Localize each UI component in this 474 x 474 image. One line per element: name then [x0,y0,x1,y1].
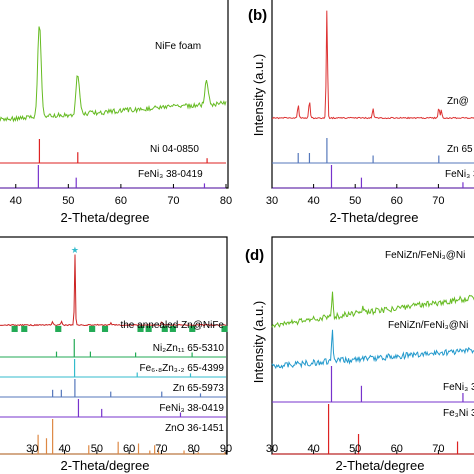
square-marker-9: ■ [169,324,177,333]
panel-c-sample-label: the annealed Zn@NiFe [120,320,224,331]
panel-c-x-ticks: 30 40 50 60 70 80 90 [26,443,232,455]
x-tick-label-40: 40 [58,443,70,455]
panel-c-ref2-label: Fe₆.₈Zn₃.₂ 65-4399 [139,363,224,374]
x-tick-label-80: 80 [220,195,232,207]
panel-a-plot-area [0,26,227,189]
square-marker-5: ■ [101,324,109,333]
x-tick-label-50: 50 [349,443,361,455]
panel-d-sample2-label: FeNiZn/FeNi₃@Ni [388,320,468,331]
panel-b-sample-label: Zn@ [447,96,469,107]
panel-c-ref1-label: Ni₂Zn₁₁ 65-5310 [153,343,225,354]
star-marker-1: ★ [71,246,79,256]
panel-b-letter: (b) [248,7,267,24]
x-tick-label-50: 50 [349,195,361,207]
x-tick-label-50: 50 [91,443,103,455]
panel-d-plot-area [271,291,474,455]
panel-d-x-ticks: 30 40 50 60 70 [266,443,445,455]
panel-b-plot-area [272,10,474,189]
panel-d-ref2-label: Fe₃Ni 3 [443,408,474,419]
panel-a-x-axis-label: 2-Theta/degree [61,210,150,225]
square-marker-11: ■ [221,324,229,333]
x-tick-label-30: 30 [266,195,278,207]
series-2-line [271,329,474,370]
x-tick-label-40: 40 [307,195,319,207]
x-tick-label-70: 70 [432,195,444,207]
x-tick-label-80: 80 [188,443,200,455]
x-tick-label-70: 70 [155,443,167,455]
panel-c-ref5-label: ZnO 36-1451 [165,423,224,434]
panel-d-frame [271,236,474,455]
x-tick-label-40: 40 [307,443,319,455]
panel-c-x-axis-label: 2-Theta/degree [61,458,150,473]
square-marker-8: ■ [161,324,169,333]
series-1-line [272,10,474,120]
square-marker-10: ■ [188,324,196,333]
panel-a-x-ticks: 40 50 60 70 80 [10,184,232,207]
panel-b-ref2-label: FeNi₃ 38 [445,169,474,180]
x-tick-label-50: 50 [62,195,74,207]
square-marker-7: ■ [145,324,153,333]
x-tick-label-40: 40 [10,195,22,207]
panel-d-x-axis-label: 2-Theta/degree [336,458,425,473]
square-marker-4: ■ [88,324,96,333]
x-tick-label-60: 60 [391,195,403,207]
panel-c: ★■ ■ ■ ■ ■ ■ ■ ■ ■ ■ ■ the annealed Zn@NiFe Ni₂Zn₁… [0,236,232,473]
panel-d-y-axis-label: Intensity (a.u.) [251,301,266,383]
square-marker-2: ■ [20,324,28,333]
panel-a-frame [0,0,229,189]
x-tick-label-70: 70 [167,195,179,207]
series-1-line [0,26,227,123]
panel-c-ref4-label: FeNi₃ 38-0419 [159,403,224,414]
x-tick-label-70: 70 [432,443,444,455]
square-marker-3: ■ [54,324,62,333]
square-marker-1: ■ [11,324,19,333]
panel-d-sample1-label: FeNiZn/FeNi₃@Ni [385,250,465,261]
series-1-line [0,254,227,327]
x-tick-label-60: 60 [391,443,403,455]
panel-a-ref1-label: Ni 04-0850 [150,144,199,155]
square-marker-6: ■ [137,324,145,333]
panel-a: NiFe foam Ni 04-0850 FeNi₃ 38-0419 40 50 6… [0,0,232,225]
panel-a-sample-label: NiFe foam [155,41,201,52]
panel-b-ref1-label: Zn 65 [447,144,473,155]
panel-b-x-axis-label: 2-Theta/degree [330,210,419,225]
x-tick-label-30: 30 [26,443,38,455]
panel-d: (d) FeNiZn/FeNi₃@Ni FeNiZn/FeNi₃@Ni FeNi… [245,236,474,473]
panel-c-ref3-label: Zn 65-5973 [173,383,225,394]
panel-d-ref1-label: FeNi₃ 3 [443,382,474,393]
x-tick-label-60: 60 [115,195,127,207]
panel-c-plot-area: ★■ ■ ■ ■ ■ ■ ■ ■ ■ ■ ■ [0,246,229,455]
x-tick-label-90: 90 [220,443,232,455]
series-1-line [271,291,474,329]
x-tick-label-30: 30 [266,443,278,455]
panel-d-letter: (d) [245,247,264,264]
x-tick-label-60: 60 [123,443,135,455]
panel-b-y-axis-label: Intensity (a.u.) [251,54,266,136]
panel-a-ref2-label: FeNi₃ 38-0419 [138,169,203,180]
